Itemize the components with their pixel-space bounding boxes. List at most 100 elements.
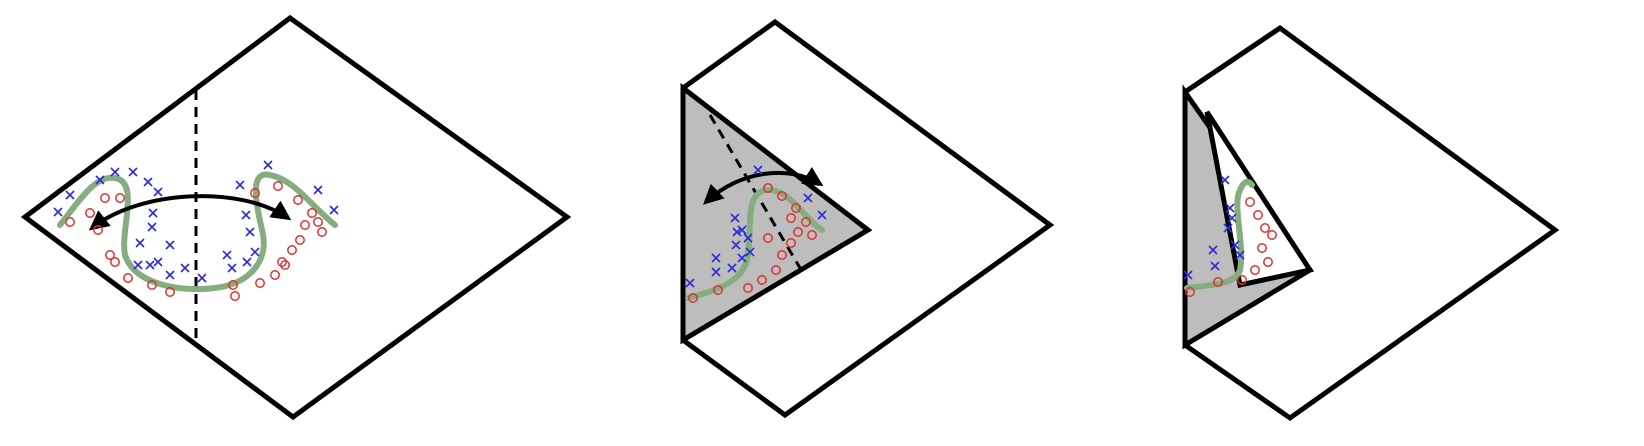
cross — [241, 210, 251, 220]
fold-arrow — [703, 166, 824, 205]
circle — [165, 287, 175, 297]
cross — [753, 165, 763, 175]
cross — [242, 257, 252, 267]
circle — [1185, 287, 1195, 297]
cross — [147, 222, 157, 232]
cross — [1183, 270, 1193, 280]
cross — [737, 253, 747, 263]
cross — [143, 177, 153, 187]
cross — [1227, 213, 1237, 223]
cross — [743, 233, 753, 243]
cross — [153, 257, 163, 267]
cross — [65, 190, 75, 200]
circle — [1237, 275, 1247, 285]
cross — [250, 247, 260, 257]
circle — [713, 285, 723, 295]
circle — [250, 188, 260, 198]
cross — [1210, 261, 1220, 271]
circle — [300, 220, 310, 230]
circle — [777, 250, 787, 260]
cross — [685, 278, 695, 288]
cross — [110, 167, 120, 177]
circle — [147, 280, 157, 290]
cross — [313, 185, 323, 195]
circle — [793, 227, 803, 237]
circle — [786, 238, 796, 248]
circle — [280, 260, 290, 270]
circle — [230, 291, 240, 301]
circle — [85, 208, 95, 218]
fold-arrow — [88, 194, 292, 231]
decision-boundary — [1184, 178, 1255, 291]
circle — [100, 193, 110, 203]
cross — [1208, 245, 1218, 255]
panel-folded-twice — [1182, 24, 1560, 422]
points — [685, 165, 827, 303]
cross — [53, 207, 63, 217]
cross — [1225, 203, 1235, 213]
cross — [133, 260, 143, 270]
cross — [165, 270, 175, 280]
circle — [115, 193, 125, 203]
points — [53, 160, 339, 301]
circle — [1267, 230, 1277, 240]
cross — [222, 250, 232, 260]
cross — [732, 227, 742, 237]
cross — [145, 260, 155, 270]
circle — [105, 250, 115, 260]
cross — [711, 267, 721, 277]
circle — [273, 181, 283, 191]
circle — [1257, 243, 1267, 253]
circle — [1245, 197, 1255, 207]
circle — [313, 217, 323, 227]
circle — [317, 227, 327, 237]
circle — [807, 230, 817, 240]
cross — [128, 167, 138, 177]
cross — [1223, 223, 1233, 233]
circle — [1213, 277, 1223, 287]
cross — [135, 238, 145, 248]
circle — [743, 283, 753, 293]
circle — [1250, 265, 1260, 275]
panel-folded-once — [680, 18, 1055, 419]
cross — [153, 187, 163, 197]
cross — [1230, 240, 1240, 250]
decision-boundary — [57, 171, 338, 293]
cross — [745, 247, 755, 257]
cross — [730, 213, 740, 223]
cross — [227, 263, 237, 273]
cross — [737, 225, 747, 235]
panel-unfolded — [20, 14, 572, 421]
cross — [803, 193, 813, 203]
cross — [1220, 175, 1230, 185]
cross — [245, 227, 255, 237]
cross — [731, 240, 741, 250]
circle — [801, 217, 811, 227]
cross — [235, 180, 245, 190]
cross — [95, 175, 105, 185]
circle — [757, 275, 767, 285]
circle — [763, 233, 773, 243]
cross — [148, 208, 158, 218]
circle — [1260, 223, 1270, 233]
circle — [270, 270, 280, 280]
sheet — [20, 14, 572, 421]
cross — [1235, 250, 1245, 260]
cross — [197, 273, 207, 283]
cross — [711, 253, 721, 263]
circle — [123, 273, 133, 283]
circle — [295, 235, 305, 245]
cross — [165, 240, 175, 250]
cross — [329, 205, 339, 215]
circle — [771, 265, 781, 275]
circle — [791, 203, 801, 213]
cross — [817, 210, 827, 220]
folded-flap — [680, 82, 873, 345]
cross — [263, 160, 273, 170]
points — [1183, 175, 1277, 297]
circle — [688, 293, 698, 303]
circle — [255, 278, 265, 288]
circle — [786, 213, 796, 223]
circle — [110, 257, 120, 267]
